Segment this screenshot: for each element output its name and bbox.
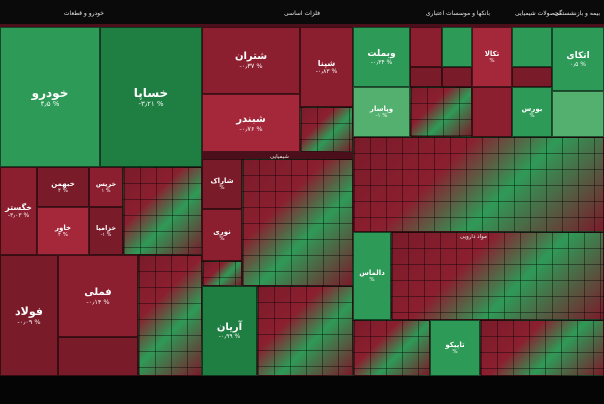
tile-bourse[interactable]: بورس % — [512, 87, 552, 137]
sector-label-banks: بانکها و موسسات اعتباری — [425, 10, 490, 17]
tile-name: فملی — [84, 286, 112, 298]
tile-change: ۴٫۵ % — [40, 100, 60, 108]
tile-change: % — [219, 185, 225, 191]
small-tiles-bottom-a — [353, 320, 430, 376]
tile-change: ۱ % — [101, 188, 111, 194]
tile-khavar[interactable]: خاور ۴ % — [37, 207, 89, 255]
tile-change: % — [529, 113, 535, 119]
tile-name: بورس — [521, 105, 543, 113]
small-tiles-metals — [138, 255, 202, 376]
tile-vparsian[interactable] — [410, 27, 442, 67]
tile-change: -۰٫۱۴ % — [86, 297, 110, 306]
tile-name: تاپیکو — [445, 341, 465, 349]
tile-change: % — [369, 277, 375, 283]
tile-change: % — [219, 236, 225, 242]
tile-change: % — [452, 349, 458, 355]
tile-change: -۰٫۹۹ % — [218, 333, 241, 340]
tile-name: فولاد — [15, 305, 43, 318]
tile-nori[interactable]: نوری % — [202, 209, 242, 261]
sector-label-pharma: مواد دارویی — [460, 234, 487, 240]
bottom-bar — [0, 376, 604, 404]
tile-change: -۰٫۳۷ % — [239, 62, 263, 70]
sector-header-bar: خودرو و قطعات فلزات اساسی بانکها و موسسا… — [0, 0, 604, 24]
tile-name: شپنا — [317, 59, 336, 68]
tile-change: -۰٫۰۹ % — [17, 318, 41, 326]
tile-fameli[interactable]: فملی -۰٫۱۴ % — [58, 255, 138, 337]
tile-vabemellat[interactable]: وبملت -۰٫۳۴ % — [353, 27, 410, 87]
tile-atkai-small[interactable] — [512, 27, 552, 67]
tile-name: خاور — [54, 224, 72, 232]
tile-vpasar[interactable]: وپاسار -۱ % — [353, 87, 410, 137]
tile-change: ۰٫۵ % — [569, 60, 587, 68]
tile-takaki[interactable]: اتکای ۰٫۵ % — [552, 27, 604, 91]
sector-label-metals: فلزات اساسی — [284, 10, 320, 17]
tile-change: -۳٫۰۳ % — [7, 212, 30, 219]
tile-vsina[interactable] — [410, 67, 442, 87]
tile-change: -۱ % — [100, 232, 112, 238]
treemap: خودرو ۴٫۵ % خساپا -۳٫۲۱ % خگستر -۳٫۰۳ % … — [0, 24, 604, 376]
tile-khgstar[interactable]: خگستر -۳٫۰۳ % — [0, 167, 37, 255]
sector-label-chemical-mid: شیمیایی — [270, 154, 289, 160]
small-tiles-chem-mid — [242, 159, 353, 286]
tile-change: % — [489, 58, 495, 64]
tile-name: خزامیا — [95, 224, 117, 232]
tile-change: -۰٫۷۶ % — [239, 124, 263, 133]
small-tiles-chem-mid2 — [202, 261, 242, 286]
small-tiles-arian — [257, 286, 353, 376]
tile-name: خودرو — [31, 86, 69, 100]
sector-label-chemical: محصولات شیمیایی — [515, 10, 562, 17]
tile-kharis[interactable]: خریس ۱ % — [89, 167, 123, 207]
tile-name: خساپا — [133, 86, 169, 100]
small-tiles-right-low — [391, 232, 604, 320]
sector-label-insurance: بیمه و بازنشستگی — [554, 10, 600, 17]
small-tiles-chem — [300, 107, 353, 152]
sector-label-automotive: خودرو و قطعات — [63, 10, 104, 17]
tile-vtejarat[interactable] — [442, 67, 472, 87]
tile-insurance-small[interactable] — [552, 91, 604, 137]
tile-name: شاراک — [210, 177, 234, 185]
tile-metal-small[interactable] — [58, 337, 138, 376]
tile-name: آریان — [216, 322, 243, 333]
tile-sharak[interactable]: شاراک % — [202, 159, 242, 209]
tile-name: دالماس — [359, 269, 385, 277]
tile-shatran[interactable]: شتران -۰٫۳۷ % — [202, 27, 300, 94]
tile-name: اتکای — [566, 50, 590, 61]
tile-name: شبندر — [236, 113, 266, 125]
tile-name: وپاسار — [369, 105, 394, 113]
tile-change: -۰٫۸۳ % — [315, 68, 338, 75]
tile-faraboorse[interactable] — [472, 87, 512, 137]
tile-khzamia[interactable]: خزامیا -۱ % — [89, 207, 123, 255]
tile-name: خریس — [95, 180, 117, 188]
small-tiles-bottom-b — [480, 320, 604, 376]
tile-name: شتران — [234, 51, 268, 62]
tile-name: وبملت — [367, 48, 396, 59]
tile-tapiko[interactable]: تاپیکو % — [430, 320, 480, 376]
tile-name: نوری — [213, 228, 231, 236]
tile-shabandar[interactable]: شبندر -۰٫۷۶ % — [202, 94, 300, 152]
tile-fulad[interactable]: فولاد -۰٫۰۹ % — [0, 255, 58, 376]
tile-khbahman[interactable]: خبهمن ۴ % — [37, 167, 89, 207]
tile-change: -۰٫۳۴ % — [370, 58, 393, 66]
tile-shpna[interactable]: شپنا -۰٫۸۳ % — [300, 27, 353, 107]
tile-name: خبهمن — [51, 180, 75, 188]
tile-chem-small[interactable] — [512, 67, 552, 87]
tile-change: ۴ % — [58, 188, 68, 194]
tile-arian[interactable]: آریان -۰٫۹۹ % — [202, 286, 257, 376]
tile-change: ۴ % — [58, 232, 68, 238]
tile-change: -۳٫۲۱ % — [138, 100, 164, 108]
tile-dalmas[interactable]: دالماس % — [353, 232, 391, 320]
tile-change: -۱ % — [375, 113, 388, 119]
small-tiles-right-mid — [353, 137, 604, 232]
tile-khodro[interactable]: خودرو ۴٫۵ % — [0, 27, 100, 167]
small-tiles-banks — [410, 87, 472, 137]
small-tiles-auto — [123, 167, 202, 255]
tile-name: تکالا — [484, 50, 500, 58]
tile-tkala[interactable]: تکالا % — [472, 27, 512, 87]
tile-khsapa[interactable]: خساپا -۳٫۲۱ % — [100, 27, 202, 167]
tile-name: خگستر — [5, 203, 32, 212]
tile-vsaderat[interactable] — [442, 27, 472, 67]
